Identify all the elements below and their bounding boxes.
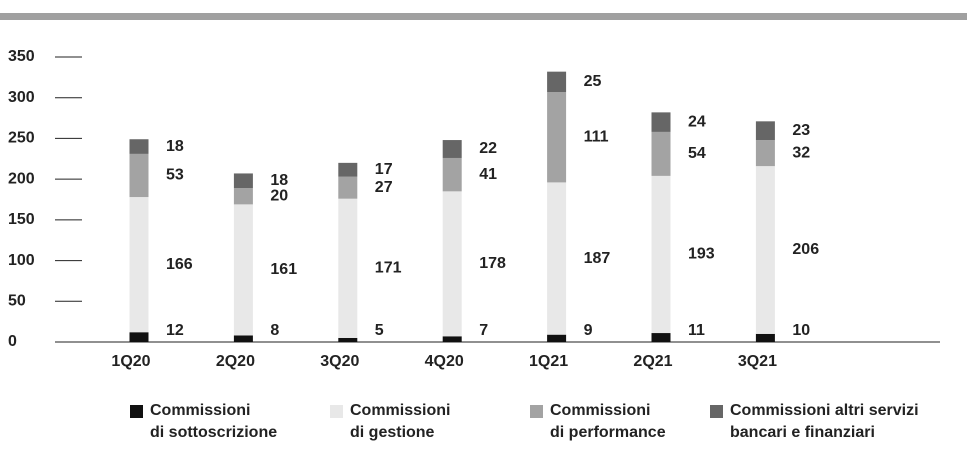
legend-swatch [710, 405, 723, 418]
value-label: 10 [792, 322, 810, 339]
value-label: 8 [270, 322, 279, 339]
legend-label: Commissioni di performance [550, 402, 666, 441]
value-label: 12 [166, 322, 184, 339]
value-label: 7 [479, 322, 488, 339]
bar-segment [233, 173, 253, 189]
value-label: 178 [479, 255, 506, 272]
bar-segment [129, 139, 149, 154]
value-label: 54 [688, 145, 706, 162]
bar-segment [338, 337, 358, 342]
y-tick-label: 250 [8, 130, 35, 147]
bar-segment [651, 131, 671, 176]
bar-segment [233, 188, 253, 205]
legend-label: Commissioni di sottoscrizione [150, 402, 278, 441]
value-label: 111 [584, 128, 609, 145]
value-label: 187 [584, 250, 611, 267]
bar-segment [442, 140, 462, 158]
legend-swatch [130, 405, 143, 418]
value-label: 206 [792, 241, 819, 258]
value-label: 20 [270, 187, 288, 204]
bar-segment [338, 198, 358, 338]
y-tick-label: 300 [8, 89, 35, 106]
x-tick-label: 4Q20 [425, 353, 464, 370]
bar-segment [755, 166, 775, 334]
value-label: 18 [270, 172, 288, 189]
value-label: 193 [688, 246, 715, 263]
bar-segment [129, 153, 149, 198]
bar-segment [129, 332, 149, 342]
bar-segment [233, 204, 253, 336]
y-tick-label: 100 [8, 252, 35, 269]
x-tick-label: 2Q21 [633, 353, 672, 370]
value-label: 161 [270, 261, 297, 278]
y-tick-label: 350 [8, 48, 35, 65]
value-label: 9 [584, 322, 593, 339]
x-tick-label: 2Q20 [216, 353, 255, 370]
bar-segment [651, 175, 671, 334]
value-label: 25 [584, 73, 602, 90]
value-label: 32 [792, 144, 810, 161]
bar-segment [755, 333, 775, 342]
value-label: 27 [375, 179, 393, 196]
value-label: 18 [166, 138, 184, 155]
bar-segment [129, 197, 149, 333]
legend-label: Commissioni di gestione [350, 402, 451, 441]
bar-segment [547, 71, 567, 93]
x-tick-label: 3Q20 [320, 353, 359, 370]
bar-segment [651, 112, 671, 132]
bar-segment [442, 336, 462, 342]
y-tick-label: 150 [8, 211, 35, 228]
bar-segment [755, 140, 775, 167]
value-label: 23 [792, 122, 810, 139]
bar-segment [547, 182, 567, 335]
y-tick-label: 200 [8, 170, 35, 187]
chart: 0 50 100 150 200 250 300 350 1Q20 12 166 53 18 2Q20 8 1… [0, 13, 967, 370]
bar-segment [547, 92, 567, 183]
legend-swatch [530, 405, 543, 418]
bar-segment [547, 334, 567, 342]
bar-segment [338, 176, 358, 199]
bar-segment [755, 121, 775, 141]
value-label: 41 [479, 166, 497, 183]
bar-segment [338, 162, 358, 177]
y-tick-label: 0 [8, 333, 17, 350]
value-label: 17 [375, 161, 393, 178]
bar-segment [442, 157, 462, 192]
value-label: 5 [375, 322, 384, 339]
legend-swatch [330, 405, 343, 418]
legend-label: Commissioni altri servizi bancari e fina… [730, 402, 919, 441]
value-label: 53 [166, 167, 184, 184]
value-label: 11 [688, 322, 705, 339]
y-tick-label: 50 [8, 293, 26, 310]
value-label: 166 [166, 256, 193, 273]
value-label: 22 [479, 140, 497, 157]
bar-segment [233, 335, 253, 342]
value-label: 171 [375, 260, 402, 277]
x-tick-label: 1Q20 [111, 353, 150, 370]
top-rule [0, 13, 967, 20]
x-tick-label: 1Q21 [529, 353, 568, 370]
bar-segment [442, 191, 462, 337]
x-tick-label: 3Q21 [738, 353, 777, 370]
bar-segment [651, 333, 671, 342]
value-label: 24 [688, 113, 706, 130]
